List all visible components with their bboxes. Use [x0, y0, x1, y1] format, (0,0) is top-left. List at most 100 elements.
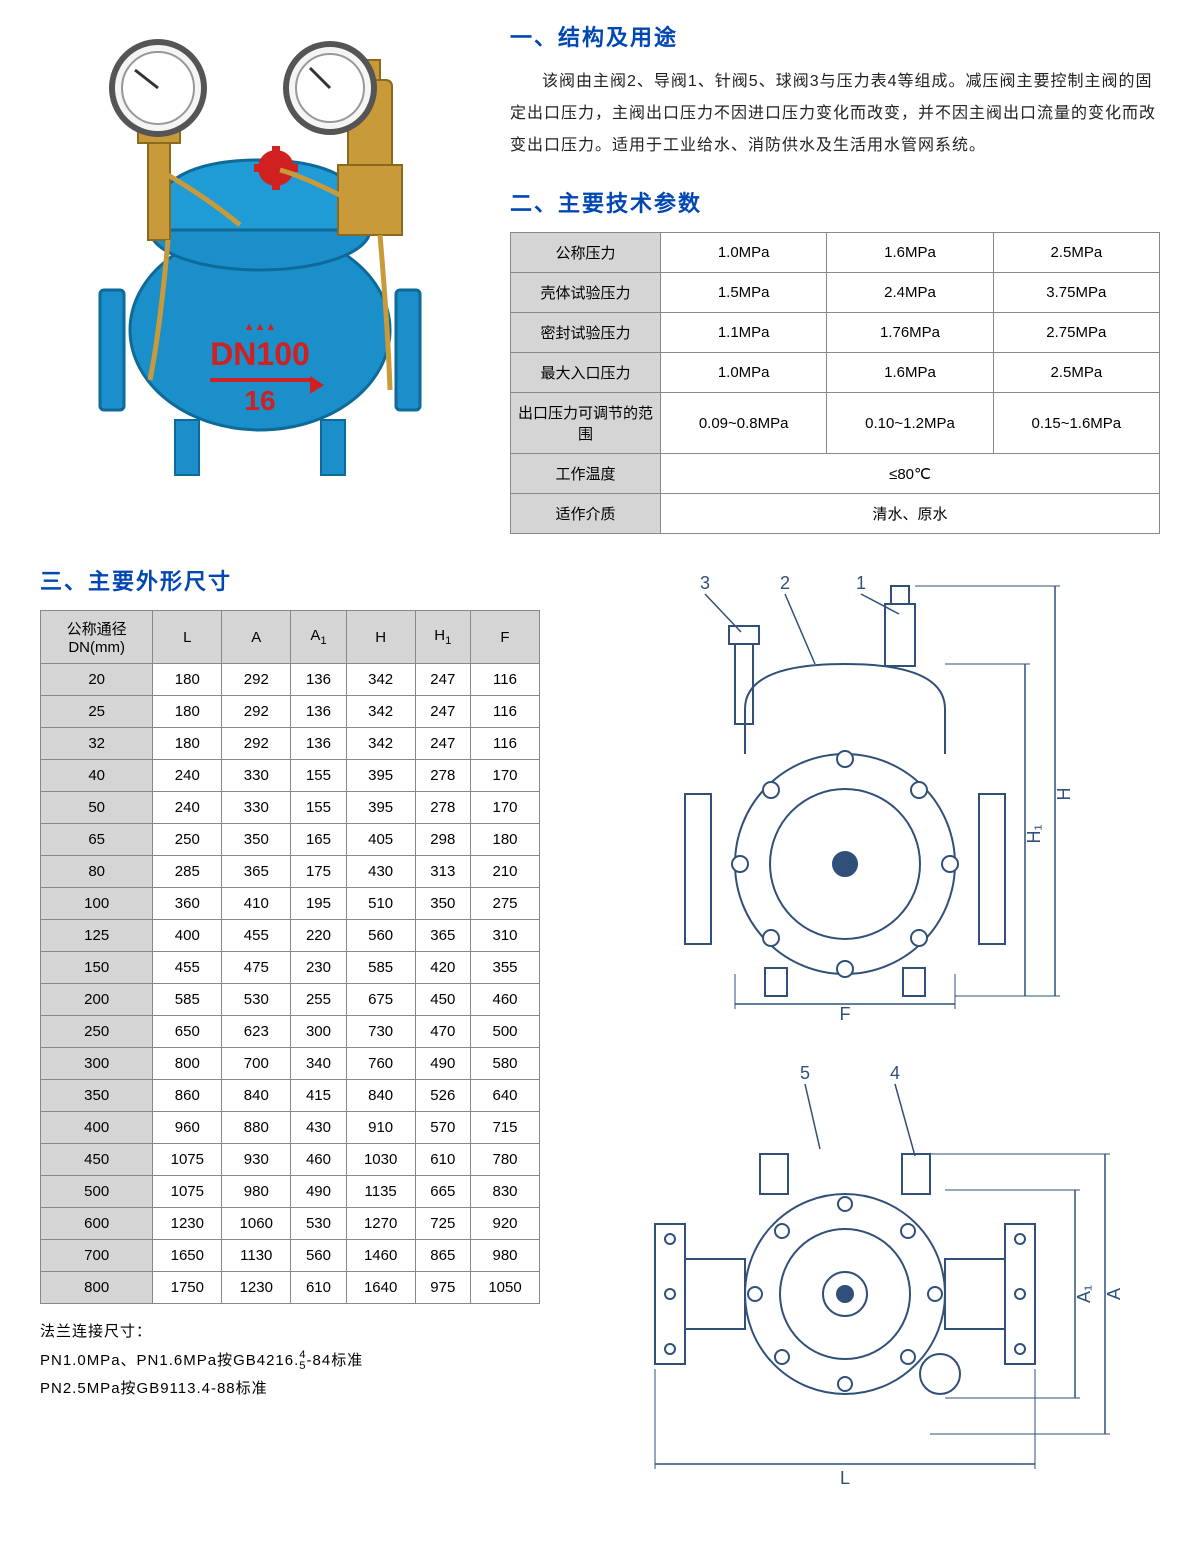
dim-cell: 342 [346, 696, 415, 728]
dim-cell: 116 [471, 728, 540, 760]
dim-cell: 975 [415, 1272, 470, 1304]
spec-value: 1.0MPa [661, 353, 827, 393]
dim-cell: 136 [291, 696, 346, 728]
dim-cell: 530 [291, 1208, 346, 1240]
dim-cell: 800 [41, 1272, 153, 1304]
dim-cell: 1130 [222, 1240, 291, 1272]
dim-cell: 32 [41, 728, 153, 760]
spec-label: 密封试验压力 [511, 313, 661, 353]
section1-body: 该阀由主阀2、导阀1、针阀5、球阀3与压力表4等组成。减压阀主要控制主阀的固定出… [510, 66, 1160, 162]
dim-cell: 116 [471, 664, 540, 696]
dim-cell: 920 [471, 1208, 540, 1240]
dim-cell: 1270 [346, 1208, 415, 1240]
spec-table: 公称压力1.0MPa1.6MPa2.5MPa壳体试验压力1.5MPa2.4MPa… [510, 232, 1160, 534]
spec-value: 1.0MPa [661, 233, 827, 273]
dim-cell: 715 [471, 1112, 540, 1144]
dim-cell: 430 [346, 856, 415, 888]
dim-cell: 300 [41, 1048, 153, 1080]
spec-value: ≤80℃ [661, 454, 1160, 494]
dim-cell: 292 [222, 696, 291, 728]
dim-cell: 585 [346, 952, 415, 984]
dim-cell: 470 [415, 1016, 470, 1048]
dim-cell: 1075 [153, 1176, 222, 1208]
dim-cell: 840 [346, 1080, 415, 1112]
spec-value: 1.6MPa [827, 233, 993, 273]
dim-cell: 400 [41, 1112, 153, 1144]
dim-cell: 80 [41, 856, 153, 888]
dim-cell: 250 [41, 1016, 153, 1048]
dim-cell: 170 [471, 760, 540, 792]
dim-cell: 623 [222, 1016, 291, 1048]
spec-label: 壳体试验压力 [511, 273, 661, 313]
dim-header: F [471, 611, 540, 664]
dim-cell: 640 [471, 1080, 540, 1112]
spec-label: 工作温度 [511, 454, 661, 494]
dim-cell: 220 [291, 920, 346, 952]
dim-cell: 350 [222, 824, 291, 856]
dim-cell: 930 [222, 1144, 291, 1176]
dim-cell: 1075 [153, 1144, 222, 1176]
dim-header: H1 [415, 611, 470, 664]
dim-cell: 830 [471, 1176, 540, 1208]
spec-value: 0.15~1.6MPa [993, 393, 1159, 454]
dim-cell: 342 [346, 664, 415, 696]
dim-cell: 1640 [346, 1272, 415, 1304]
dim-cell: 420 [415, 952, 470, 984]
dim-cell: 278 [415, 760, 470, 792]
dim-cell: 100 [41, 888, 153, 920]
dim-cell: 65 [41, 824, 153, 856]
dim-cell: 247 [415, 664, 470, 696]
dim-cell: 25 [41, 696, 153, 728]
dim-cell: 230 [291, 952, 346, 984]
spec-value: 2.5MPa [993, 233, 1159, 273]
dim-cell: 360 [153, 888, 222, 920]
dim-cell: 155 [291, 792, 346, 824]
product-photo: ▲▲▲ DN100 16 [40, 20, 480, 490]
dim-cell: 285 [153, 856, 222, 888]
footnotes: 法兰连接尺寸： PN1.0MPa、PN1.6MPa按GB4216.45-84标准… [40, 1318, 540, 1404]
dim-cell: 330 [222, 760, 291, 792]
section3-title: 三、主要外形尺寸 [40, 564, 540, 596]
section2-title: 二、主要技术参数 [510, 186, 1160, 218]
dim-cell: 460 [471, 984, 540, 1016]
dim-cell: 500 [471, 1016, 540, 1048]
dim-cell: 455 [153, 952, 222, 984]
spec-value: 3.75MPa [993, 273, 1159, 313]
dim-cell: 580 [471, 1048, 540, 1080]
spec-value: 1.1MPa [661, 313, 827, 353]
dim-cell: 180 [153, 664, 222, 696]
dim-cell: 560 [291, 1240, 346, 1272]
dim-cell: 500 [41, 1176, 153, 1208]
dim-header: A1 [291, 611, 346, 664]
spec-value: 2.4MPa [827, 273, 993, 313]
dim-cell: 1050 [471, 1272, 540, 1304]
dim-cell: 136 [291, 728, 346, 760]
dim-cell: 490 [291, 1176, 346, 1208]
svg-text:F: F [840, 1004, 851, 1024]
dim-cell: 730 [346, 1016, 415, 1048]
dim-cell: 350 [41, 1080, 153, 1112]
svg-text:1: 1 [856, 573, 866, 593]
dim-cell: 292 [222, 664, 291, 696]
svg-text:16: 16 [244, 385, 275, 416]
dim-cell: 150 [41, 952, 153, 984]
top-view-drawing: 5 4 L A A₁ [570, 1044, 1160, 1504]
dim-cell: 40 [41, 760, 153, 792]
technical-drawings: 3 2 1 F H H₁ [570, 564, 1160, 1524]
dim-cell: 247 [415, 728, 470, 760]
svg-text:5: 5 [800, 1063, 810, 1083]
dim-cell: 240 [153, 760, 222, 792]
dimension-table: 公称通径DN(mm)LAA1HH1F2018029213634224711625… [40, 610, 540, 1304]
spec-label: 公称压力 [511, 233, 661, 273]
dim-cell: 1230 [222, 1272, 291, 1304]
dim-cell: 475 [222, 952, 291, 984]
dim-cell: 460 [291, 1144, 346, 1176]
svg-text:A₁: A₁ [1074, 1285, 1094, 1303]
section1-title: 一、结构及用途 [510, 20, 1160, 52]
dim-cell: 395 [346, 792, 415, 824]
svg-text:2: 2 [780, 573, 790, 593]
dim-cell: 210 [471, 856, 540, 888]
spec-label: 出口压力可调节的范围 [511, 393, 661, 454]
dim-cell: 410 [222, 888, 291, 920]
svg-text:H₁: H₁ [1024, 824, 1044, 843]
